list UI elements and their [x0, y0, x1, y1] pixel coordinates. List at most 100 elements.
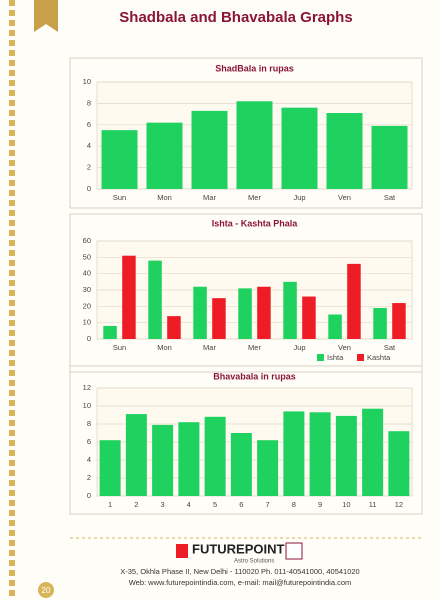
legend-swatch [357, 354, 364, 361]
bar [204, 416, 226, 496]
x-tick-label: 3 [161, 500, 165, 509]
web: Web: www.futurepointindia.com, e-mail: m… [129, 578, 352, 587]
legend-label: Kashta [367, 353, 391, 362]
legend-swatch [317, 354, 324, 361]
y-tick-label: 10 [83, 77, 91, 86]
y-tick-label: 12 [83, 383, 91, 392]
bar [103, 325, 117, 339]
y-tick-label: 0 [87, 184, 91, 193]
bar [152, 424, 174, 496]
y-tick-label: 20 [83, 301, 91, 310]
y-tick-label: 0 [87, 334, 91, 343]
bar [125, 414, 147, 496]
x-tick-label: Mer [248, 193, 261, 202]
x-tick-label: 12 [395, 500, 403, 509]
bar [309, 412, 331, 496]
bar [99, 440, 121, 496]
y-tick-label: 40 [83, 269, 91, 278]
x-tick-label: Jup [293, 343, 305, 352]
legend-label: Ishta [327, 353, 344, 362]
y-tick-label: 50 [83, 252, 91, 261]
bookmark [34, 0, 58, 32]
bar [335, 415, 357, 496]
bar [283, 281, 297, 339]
x-tick-label: Mon [157, 193, 172, 202]
bar [236, 101, 273, 189]
bar [362, 408, 384, 496]
y-tick-label: 10 [83, 401, 91, 410]
x-tick-label: Mer [248, 343, 261, 352]
bar [122, 255, 136, 339]
y-tick-label: 10 [83, 318, 91, 327]
bar [101, 130, 138, 189]
y-tick-label: 2 [87, 473, 91, 482]
bar [392, 303, 406, 339]
bar [148, 260, 162, 339]
x-tick-label: 9 [318, 500, 322, 509]
chart-title: Bhavabala in rupas [213, 371, 296, 381]
bar [230, 433, 252, 496]
page-title: Shadbala and Bhavabala Graphs [119, 9, 352, 26]
x-tick-label: 10 [342, 500, 350, 509]
bar [328, 314, 342, 339]
page-number: 20 [42, 586, 51, 595]
bar [302, 296, 316, 339]
bar [146, 122, 183, 189]
x-tick-label: Jup [293, 193, 305, 202]
bar [283, 411, 305, 496]
bar [257, 440, 279, 496]
x-tick-label: Sun [113, 343, 126, 352]
y-tick-label: 60 [83, 236, 91, 245]
y-tick-label: 0 [87, 491, 91, 500]
chart-frame [69, 213, 423, 373]
chart-frame [69, 365, 423, 515]
x-tick-label: Mar [203, 193, 216, 202]
logo-emblem [285, 542, 303, 560]
x-tick-label: 7 [266, 500, 270, 509]
y-tick-label: 4 [87, 455, 91, 464]
x-tick-label: Ven [338, 343, 351, 352]
brand: FUTUREPOINT [192, 541, 285, 556]
bar [388, 431, 410, 496]
bar [191, 110, 228, 189]
x-tick-label: Ven [338, 193, 351, 202]
x-tick-label: 6 [239, 500, 243, 509]
address: X-35, Okhla Phase II, New Delhi - 110020… [120, 567, 359, 576]
bar [212, 298, 226, 339]
bar [193, 286, 207, 339]
x-tick-label: Sun [113, 193, 126, 202]
bar [167, 316, 181, 339]
x-tick-label: Sat [384, 193, 396, 202]
bar [326, 113, 363, 189]
bar [371, 125, 408, 189]
logo-mark [176, 544, 188, 558]
x-tick-label: 5 [213, 500, 217, 509]
x-tick-label: 1 [108, 500, 112, 509]
bar [373, 307, 387, 339]
bar [281, 107, 318, 189]
chart-title: Ishta - Kashta Phala [212, 218, 299, 228]
chart-title: ShadBala in rupas [215, 63, 294, 73]
y-tick-label: 2 [87, 163, 91, 172]
x-tick-label: 11 [369, 500, 377, 509]
x-tick-label: Mar [203, 343, 216, 352]
bar [257, 286, 271, 339]
y-tick-label: 30 [83, 285, 91, 294]
y-tick-label: 4 [87, 141, 91, 150]
x-tick-label: Sat [384, 343, 396, 352]
chart-frame [69, 57, 423, 209]
bar [178, 422, 200, 496]
y-tick-label: 6 [87, 437, 91, 446]
y-tick-label: 8 [87, 419, 91, 428]
bar [347, 263, 361, 339]
y-tick-label: 6 [87, 120, 91, 129]
x-tick-label: 8 [292, 500, 296, 509]
y-tick-label: 8 [87, 98, 91, 107]
x-tick-label: Mon [157, 343, 172, 352]
tagline: Astro Solutions [234, 559, 274, 565]
page-badge [38, 582, 54, 598]
x-tick-label: 2 [134, 500, 138, 509]
bar [238, 288, 252, 339]
x-tick-label: 4 [187, 500, 191, 509]
